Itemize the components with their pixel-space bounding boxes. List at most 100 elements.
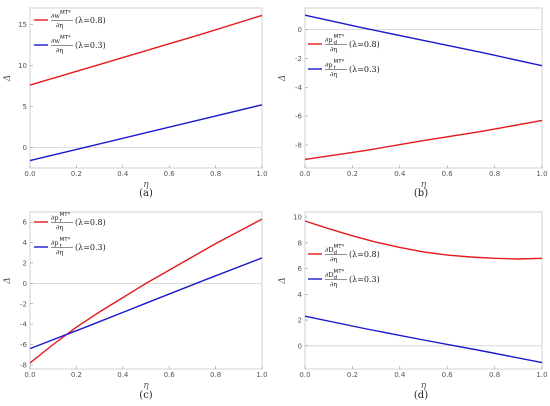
legend-entry-2: ∂p rMT* ∂η (λ=0.3) bbox=[34, 237, 106, 257]
legend-denominator: ∂η bbox=[330, 46, 337, 54]
legend-numerator: ∂p bbox=[325, 36, 333, 44]
x-tick-label: 0.4 bbox=[117, 371, 129, 379]
x-tick-label: 0.2 bbox=[347, 371, 358, 379]
panel-caption: (b) bbox=[414, 188, 428, 199]
x-tick-label: 0.6 bbox=[442, 371, 454, 379]
series-line-1 bbox=[304, 119, 543, 161]
legend-denominator: ∂η bbox=[330, 281, 337, 289]
x-tick-label: 1.0 bbox=[256, 371, 267, 379]
legend-superscript: MT* bbox=[334, 34, 345, 40]
legend-denominator: ∂η bbox=[56, 224, 63, 232]
plot-frame bbox=[304, 211, 543, 370]
chart-panel-2: 0.0 0.2 0.4 0.6 0.8 1.00-2-4-6-8ηΔ∂p dMT*∂η(λ=… bbox=[278, 7, 548, 199]
legend-subscript: d bbox=[334, 250, 338, 256]
y-tick-label: 0 bbox=[23, 280, 27, 288]
legend-parameter: (λ=0.8) bbox=[349, 250, 380, 259]
x-tick-label: 0.0 bbox=[24, 371, 35, 379]
x-tick-label: 0.2 bbox=[71, 371, 82, 379]
legend-superscript: MT* bbox=[60, 35, 71, 41]
legend-denominator: ∂η bbox=[56, 47, 63, 55]
y-tick-label: 0 bbox=[298, 342, 302, 350]
x-tick-label: 1.0 bbox=[536, 170, 547, 178]
legend-denominator: ∂η bbox=[56, 249, 63, 257]
plot-frame bbox=[304, 7, 543, 169]
legend-numerator: ∂w bbox=[51, 12, 60, 20]
legend-parameter: (λ=0.8) bbox=[75, 16, 106, 25]
legend-denominator: ∂η bbox=[56, 22, 63, 30]
legend-parameter: (λ=0.3) bbox=[75, 41, 106, 50]
legend-denominator: ∂η bbox=[330, 71, 337, 79]
y-tick-label: 2 bbox=[298, 317, 302, 325]
legend: ∂D dMT*∂η(λ=0.8)∂D dMT*∂η(λ=0.3) bbox=[308, 244, 380, 289]
series-line-2 bbox=[29, 104, 263, 162]
y-tick-label: 5 bbox=[23, 103, 27, 111]
legend-entry-1: ∂p dMT* ∂η (λ=0.8) bbox=[308, 34, 380, 54]
x-tick-label: 0.8 bbox=[210, 371, 221, 379]
legend-superscript: MT* bbox=[60, 10, 71, 16]
x-tick-label: 0.6 bbox=[442, 170, 454, 178]
y-tick-label: -2 bbox=[20, 300, 27, 308]
panel-caption: (d) bbox=[414, 390, 428, 401]
y-tick-label: 4 bbox=[23, 239, 28, 247]
legend-parameter: (λ=0.3) bbox=[349, 65, 380, 74]
y-tick-label: -8 bbox=[20, 361, 27, 369]
x-axis-label: η bbox=[421, 180, 427, 190]
legend-entry-2: ∂w MT* ∂η (λ=0.3) bbox=[34, 35, 106, 55]
y-tick-label: 2 bbox=[23, 259, 27, 267]
legend-numerator: ∂p bbox=[51, 214, 59, 222]
y-tick-label: -6 bbox=[295, 113, 303, 121]
x-tick-label: 0.4 bbox=[394, 371, 406, 379]
panel-caption: (c) bbox=[139, 390, 153, 401]
x-tick-label: 0.8 bbox=[210, 170, 221, 178]
series-line-2 bbox=[304, 315, 543, 364]
legend-entry-1: ∂p rMT* ∂η (λ=0.8) bbox=[34, 212, 106, 232]
y-axis-label: Δ bbox=[3, 277, 13, 285]
plot-frame bbox=[29, 7, 263, 169]
legend-numerator: ∂p bbox=[51, 239, 59, 247]
series-line-2 bbox=[29, 257, 263, 350]
y-tick-label: -6 bbox=[20, 341, 28, 349]
legend-subscript: d bbox=[334, 275, 338, 281]
x-tick-label: 0.8 bbox=[489, 170, 500, 178]
series-line-2 bbox=[304, 14, 543, 67]
panel-caption: (a) bbox=[139, 188, 153, 199]
series-line-1 bbox=[304, 220, 543, 260]
x-tick-label: 0.2 bbox=[347, 170, 358, 178]
legend-entry-1: ∂w MT* ∂η (λ=0.8) bbox=[34, 10, 106, 30]
y-tick-label: 8 bbox=[298, 239, 302, 247]
y-tick-label: 0 bbox=[23, 144, 27, 152]
series-line-1 bbox=[29, 14, 263, 86]
legend-entry-2: ∂p rMT* ∂η (λ=0.3) bbox=[308, 59, 380, 79]
x-tick-label: 0.4 bbox=[394, 170, 406, 178]
plot-frame bbox=[29, 211, 263, 370]
y-axis-label: Δ bbox=[3, 75, 13, 83]
y-tick-label: 0 bbox=[298, 26, 302, 34]
x-tick-label: 1.0 bbox=[256, 170, 267, 178]
y-tick-label: -4 bbox=[20, 321, 28, 329]
y-tick-label: -4 bbox=[295, 84, 303, 92]
legend-subscript: r bbox=[334, 65, 337, 71]
x-tick-label: 0.2 bbox=[71, 170, 82, 178]
legend-subscript: r bbox=[60, 243, 63, 249]
legend-superscript: MT* bbox=[334, 269, 345, 275]
y-tick-label: 4 bbox=[298, 291, 303, 299]
legend-entry-2: ∂D dMT* ∂η (λ=0.3) bbox=[308, 269, 380, 289]
legend-superscript: MT* bbox=[334, 59, 345, 65]
legend: ∂p rMT*∂η(λ=0.8)∂p rMT*∂η(λ=0.3) bbox=[34, 212, 106, 257]
legend-parameter: (λ=0.8) bbox=[349, 40, 380, 49]
legend-parameter: (λ=0.8) bbox=[75, 218, 106, 227]
x-axis-label: η bbox=[421, 381, 427, 391]
legend-numerator: ∂w bbox=[51, 37, 60, 45]
legend: ∂w MT*∂η(λ=0.8)∂w MT*∂η(λ=0.3) bbox=[34, 10, 106, 55]
x-axis-label: η bbox=[143, 180, 149, 190]
y-tick-label: 6 bbox=[298, 265, 303, 273]
y-tick-label: 6 bbox=[23, 219, 28, 227]
legend-numerator: ∂D bbox=[325, 271, 334, 279]
legend: ∂p dMT*∂η(λ=0.8)∂p rMT*∂η(λ=0.3) bbox=[308, 34, 380, 79]
x-tick-label: 0.6 bbox=[164, 170, 176, 178]
x-tick-label: 0.6 bbox=[164, 371, 176, 379]
x-tick-label: 0.4 bbox=[117, 170, 129, 178]
